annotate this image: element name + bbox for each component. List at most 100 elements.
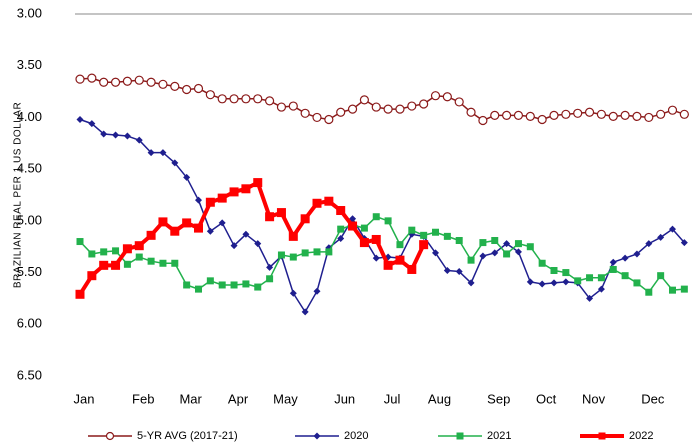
point: [514, 248, 522, 256]
point: [478, 115, 488, 126]
y-tick-label: 4.50: [17, 161, 42, 176]
point: [371, 234, 381, 244]
series-line: [79, 215, 685, 293]
point: [656, 109, 666, 119]
point: [218, 219, 226, 227]
point: [562, 278, 570, 286]
point: [609, 265, 617, 273]
point: [455, 237, 463, 245]
point: [242, 230, 250, 238]
point: [408, 226, 416, 234]
x-tick-label: Oct: [536, 391, 557, 406]
point: [597, 285, 605, 293]
legend-marker: [105, 431, 115, 441]
point: [100, 130, 108, 138]
point: [158, 79, 168, 89]
point: [550, 279, 558, 287]
point: [134, 241, 144, 251]
point: [112, 131, 120, 139]
legend-marker: [456, 432, 464, 440]
y-tick-label: 4.00: [17, 109, 42, 124]
legend-label: 5-YR AVG (2017-21): [137, 430, 238, 442]
point: [265, 212, 275, 222]
x-tick-label: Aug: [428, 391, 451, 406]
point: [206, 227, 214, 235]
point: [266, 263, 274, 271]
point: [134, 75, 144, 85]
point: [525, 111, 535, 121]
point: [680, 239, 688, 247]
point: [76, 115, 84, 123]
point: [147, 149, 155, 157]
point: [347, 104, 358, 114]
point: [372, 213, 380, 221]
point: [76, 238, 84, 246]
point: [324, 196, 334, 206]
x-tick-label: Sep: [487, 391, 510, 406]
point: [171, 159, 179, 167]
point: [312, 112, 322, 123]
point: [384, 217, 392, 225]
point: [680, 285, 688, 293]
point: [312, 198, 322, 208]
point: [419, 240, 429, 250]
point: [337, 225, 345, 233]
point: [254, 283, 262, 291]
point: [276, 102, 287, 112]
y-tick-label: 3.50: [17, 57, 42, 72]
point: [561, 109, 571, 119]
y-axis-title: BRAZILIAN REAL PER 1 US DOLLAR: [13, 102, 24, 288]
point: [502, 110, 512, 120]
series: [76, 115, 688, 316]
point: [359, 238, 369, 248]
x-tick-label: May: [273, 391, 298, 406]
point: [479, 239, 487, 247]
point: [455, 268, 463, 276]
point: [632, 111, 642, 121]
point: [633, 279, 641, 287]
point: [467, 256, 475, 264]
point: [597, 274, 605, 282]
point: [229, 187, 239, 197]
point: [396, 241, 404, 249]
point: [146, 230, 156, 240]
point: [407, 101, 417, 111]
point: [669, 225, 676, 233]
point: [657, 233, 665, 241]
point: [550, 267, 558, 275]
point: [644, 112, 654, 123]
point: [111, 260, 121, 270]
point: [620, 110, 630, 120]
point: [183, 281, 191, 289]
point: [337, 234, 345, 242]
point: [442, 92, 452, 102]
point: [206, 277, 214, 285]
point: [289, 289, 297, 297]
legend-label: 2022: [629, 430, 653, 442]
point: [193, 83, 204, 94]
point: [586, 294, 594, 302]
point: [195, 196, 202, 204]
point: [621, 254, 629, 262]
point: [383, 104, 393, 114]
point: [99, 260, 109, 270]
point: [596, 109, 607, 119]
point: [526, 243, 534, 251]
point: [584, 107, 595, 117]
point: [395, 255, 405, 265]
legend: 5-YR AVG (2017-21) 2020 2021 2022: [88, 430, 653, 442]
point: [420, 231, 428, 239]
point: [657, 272, 665, 280]
point: [230, 242, 238, 250]
point: [608, 111, 618, 121]
point: [135, 253, 143, 261]
point: [88, 120, 96, 128]
point: [265, 96, 275, 106]
point: [679, 109, 689, 119]
point: [218, 281, 226, 289]
point: [645, 240, 653, 248]
point: [574, 277, 582, 285]
point: [301, 249, 309, 257]
point: [490, 110, 500, 120]
point: [348, 221, 358, 231]
